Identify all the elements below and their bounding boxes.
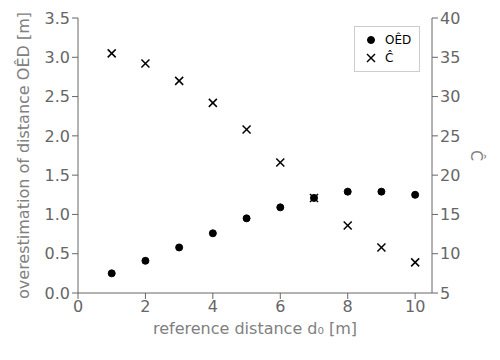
- html-text:Ĉ: Ĉ: [385, 51, 394, 65]
- svg-text:20: 20: [440, 166, 460, 185]
- svg-text:6: 6: [275, 297, 285, 316]
- svg-text:30: 30: [440, 87, 460, 106]
- svg-text:25: 25: [440, 127, 460, 146]
- svg-text:10: 10: [440, 244, 460, 263]
- svg-text:2.0: 2.0: [45, 127, 70, 146]
- html-text:OÊD: OÊD: [385, 33, 412, 47]
- svg-text:3.5: 3.5: [45, 9, 70, 28]
- svg-text:10: 10: [405, 297, 425, 316]
- svg-text:overestimation of distance OÊD: overestimation of distance OÊD [m]: [14, 12, 33, 299]
- svg-text:Ĉ: Ĉ: [467, 150, 486, 161]
- svg-text:0.5: 0.5: [45, 244, 70, 263]
- svg-text:0: 0: [73, 297, 83, 316]
- svg-text:3.0: 3.0: [45, 48, 70, 67]
- svg-text:2: 2: [140, 297, 150, 316]
- svg-text:4: 4: [208, 297, 218, 316]
- svg-text:15: 15: [440, 205, 460, 224]
- svg-text:8: 8: [343, 297, 353, 316]
- svg-text:1.0: 1.0: [45, 205, 70, 224]
- svg-text:0.0: 0.0: [45, 284, 70, 303]
- svg-text:40: 40: [440, 9, 460, 28]
- svg-text:2.5: 2.5: [45, 87, 70, 106]
- svg-text:reference distance d₀ [m]: reference distance d₀ [m]: [153, 319, 357, 338]
- svg-text:35: 35: [440, 48, 460, 67]
- svg-text:1.5: 1.5: [45, 166, 70, 185]
- svg-text:5: 5: [440, 284, 450, 303]
